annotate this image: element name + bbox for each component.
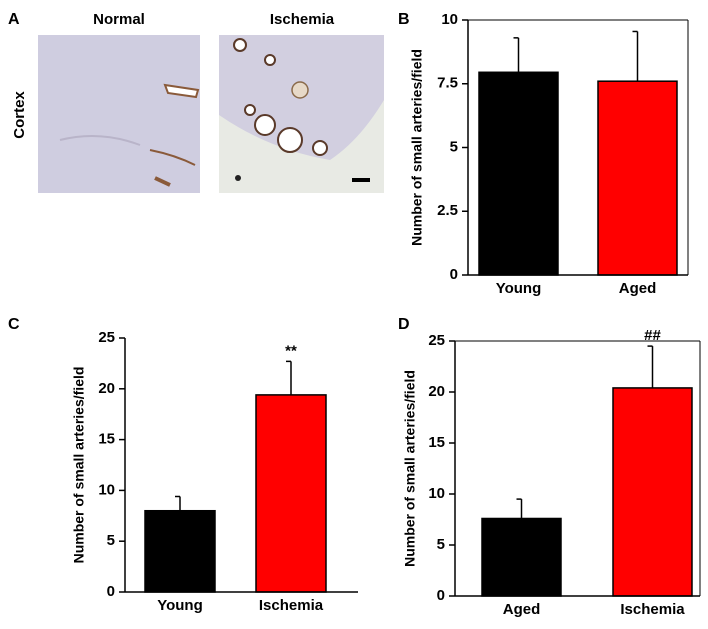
y-axis-label: Number of small arteries/field	[71, 367, 87, 564]
row-label: Cortex	[11, 91, 28, 139]
y-tick-label: 20	[428, 383, 445, 400]
bar	[481, 517, 562, 597]
y-tick-label: 5	[437, 536, 445, 553]
y-tick-label: 7.5	[437, 75, 458, 92]
y-tick-label: 10	[428, 485, 445, 502]
panel-label: C	[8, 316, 20, 333]
bar	[255, 394, 327, 593]
y-tick-label: 25	[428, 332, 445, 349]
column-label: Ischemia	[270, 11, 335, 28]
x-tick-label: Ischemia	[620, 601, 685, 618]
y-axis-label: Number of small arteries/field	[409, 49, 425, 246]
bar	[144, 509, 216, 593]
value-annotation: **	[285, 342, 297, 359]
value-annotation: ##	[644, 327, 661, 344]
y-tick-label: 15	[428, 434, 445, 451]
y-tick-label: 2.5	[437, 202, 458, 219]
panel-label: A	[8, 11, 20, 28]
y-tick-label: 10	[441, 11, 458, 28]
x-tick-label: Young	[496, 280, 542, 297]
bar	[597, 80, 678, 276]
y-tick-label: 0	[437, 587, 445, 604]
y-tick-label: 5	[450, 138, 458, 155]
y-tick-label: 15	[98, 431, 115, 448]
micrograph-ischemia	[219, 35, 384, 193]
bar	[612, 387, 693, 597]
column-label: Normal	[93, 11, 145, 28]
x-tick-label: Young	[157, 597, 203, 614]
bar	[478, 71, 559, 276]
panel-label: D	[398, 316, 410, 333]
x-tick-label: Aged	[503, 601, 541, 618]
y-tick-label: 5	[107, 532, 115, 549]
y-tick-label: 20	[98, 380, 115, 397]
micrograph-normal	[38, 35, 200, 193]
x-tick-label: Ischemia	[259, 597, 324, 614]
panel-label: B	[398, 11, 410, 28]
y-tick-label: 0	[450, 266, 458, 283]
y-tick-label: 10	[98, 481, 115, 498]
y-tick-label: 0	[107, 583, 115, 600]
y-axis-label: Number of small arteries/field	[402, 370, 418, 567]
x-tick-label: Aged	[619, 280, 657, 297]
y-tick-label: 25	[98, 329, 115, 346]
